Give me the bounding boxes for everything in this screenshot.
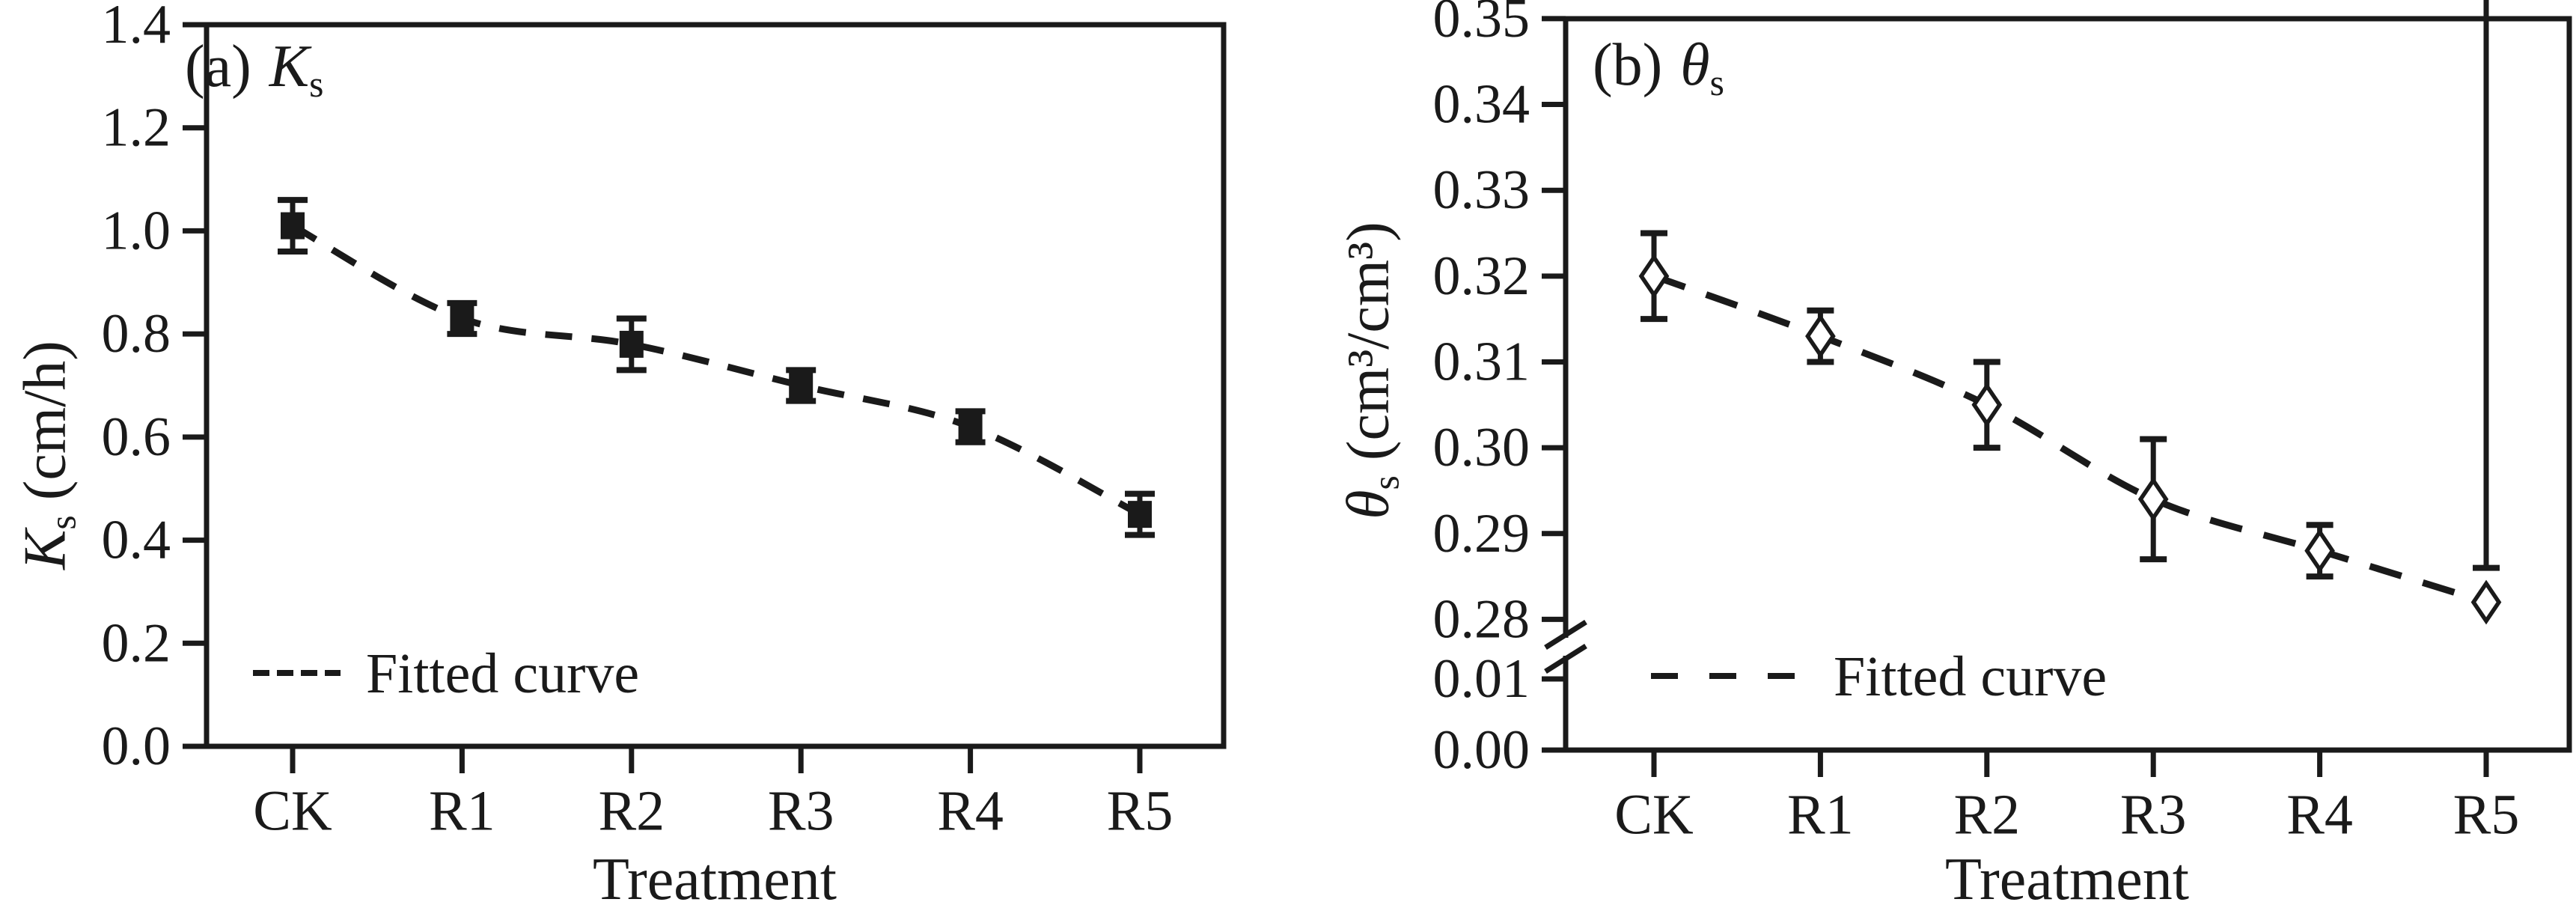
panel-a-ylabel-unit: (cm/h) bbox=[12, 341, 79, 516]
panel-b-ytick-label: 0.32 bbox=[1433, 246, 1530, 307]
panel-b-marker-diamond bbox=[1971, 382, 2003, 427]
panel-a-xtick-label: R2 bbox=[598, 780, 665, 843]
panel-a-marker-square bbox=[958, 413, 983, 441]
panel-b-marker-diamond bbox=[1638, 253, 1670, 299]
panel-b-xlabel: Treatment bbox=[1945, 847, 2189, 913]
panel-b-ylabel-symbol: θ bbox=[1335, 490, 1402, 520]
panel-a-ytick-label: 1.4 bbox=[102, 0, 171, 55]
panel-b-ylabel: θs (cm³/cm³) bbox=[1335, 222, 1408, 520]
panel-a-label: (a) bbox=[185, 34, 251, 100]
panel-a-marker-square bbox=[619, 330, 644, 358]
panel-a-ytick-label: 0.8 bbox=[102, 303, 171, 365]
panel-a-ylabel-sub: s bbox=[42, 515, 84, 530]
panel-b-axis-break-slash bbox=[1544, 644, 1587, 674]
panel-b-symbol-sub: s bbox=[1709, 61, 1724, 103]
panel-a-ytick-label: 0.6 bbox=[102, 406, 171, 468]
panel-b-xtick-label: R1 bbox=[1787, 784, 1854, 847]
panel-a-ylabel-symbol: K bbox=[12, 529, 79, 570]
panel-b-fitted-curve bbox=[1652, 272, 2488, 606]
panel-a-marker-square bbox=[789, 372, 814, 400]
panel-b-ytick-label: 0.33 bbox=[1433, 159, 1530, 221]
panel-b-ytick-label: 0.34 bbox=[1433, 74, 1530, 135]
panel-b-marker-diamond bbox=[2137, 477, 2169, 522]
panel-b-plot-box bbox=[1563, 16, 2572, 753]
panel-b-xtick-label: R3 bbox=[2120, 784, 2187, 847]
panel-a-xtick-label: R4 bbox=[937, 780, 1004, 843]
panel-b-title: (b) θs bbox=[1593, 31, 1724, 104]
panel-a-ytick-label: 0.0 bbox=[102, 716, 171, 777]
panel-b-ytick-label: 0.00 bbox=[1433, 719, 1530, 781]
panel-a-marker-square bbox=[1128, 501, 1152, 528]
panel-b-xtick-label: R5 bbox=[2453, 784, 2520, 847]
panel-b-xtick-label: R4 bbox=[2286, 784, 2353, 847]
panel-b-marker-diamond bbox=[2304, 528, 2335, 573]
panel-a-ylabel: Ks (cm/h) bbox=[12, 341, 85, 570]
panel-b-ytick-label: 0.28 bbox=[1433, 588, 1530, 650]
panel-b-marker-diamond bbox=[2470, 579, 2502, 625]
panel-b-axis-break-gap bbox=[1561, 638, 1570, 656]
panel-a-xtick-label: R3 bbox=[768, 780, 834, 843]
panel-b-ylabel-unit: (cm³/cm³) bbox=[1335, 222, 1402, 476]
panel-a-symbol: K bbox=[269, 34, 310, 100]
panel-a-marker-square bbox=[450, 305, 474, 332]
panel-b-marker-diamond bbox=[1805, 314, 1836, 359]
panel-b-ytick-label: 0.01 bbox=[1433, 648, 1530, 710]
panel-a-ytick-label: 1.0 bbox=[102, 200, 171, 261]
panel-a-fitted-curve bbox=[290, 222, 1142, 518]
panel-a-ytick-label: 0.4 bbox=[102, 510, 171, 571]
panel-a-legend-label: Fitted curve bbox=[366, 642, 640, 705]
panel-a-ytick-label: 0.2 bbox=[102, 612, 171, 674]
panel-a-marker-square bbox=[281, 212, 305, 240]
panel-a-symbol-sub: s bbox=[309, 63, 324, 105]
panel-b-ytick-label: 0.29 bbox=[1433, 503, 1530, 564]
panel-b-ytick-label: 0.35 bbox=[1433, 0, 1530, 49]
panel-a-ytick-label: 1.2 bbox=[102, 97, 171, 159]
panel-b-ytick-label: 0.31 bbox=[1433, 331, 1530, 392]
panel-b-ytick-label: 0.30 bbox=[1433, 417, 1530, 478]
panel-b-legend-label: Fitted curve bbox=[1834, 645, 2108, 708]
panel-b-axis-break-slash bbox=[1544, 620, 1587, 650]
panel-a-xlabel: Treatment bbox=[593, 847, 837, 913]
panel-b-label: (b) bbox=[1593, 32, 1663, 98]
panel-a-plot-box bbox=[204, 22, 1227, 749]
panel-b-xtick-label: R2 bbox=[1953, 784, 2020, 847]
panel-b-symbol: θ bbox=[1680, 32, 1710, 98]
panel-a-xtick-label: R5 bbox=[1107, 780, 1173, 843]
panel-a-title: (a) Ks bbox=[185, 33, 323, 106]
panel-a-xtick-label: CK bbox=[253, 780, 332, 843]
panel-b-ylabel-sub: s bbox=[1365, 475, 1407, 490]
panel-a-xtick-label: R1 bbox=[429, 780, 495, 843]
panel-b-xtick-label: CK bbox=[1614, 784, 1694, 847]
